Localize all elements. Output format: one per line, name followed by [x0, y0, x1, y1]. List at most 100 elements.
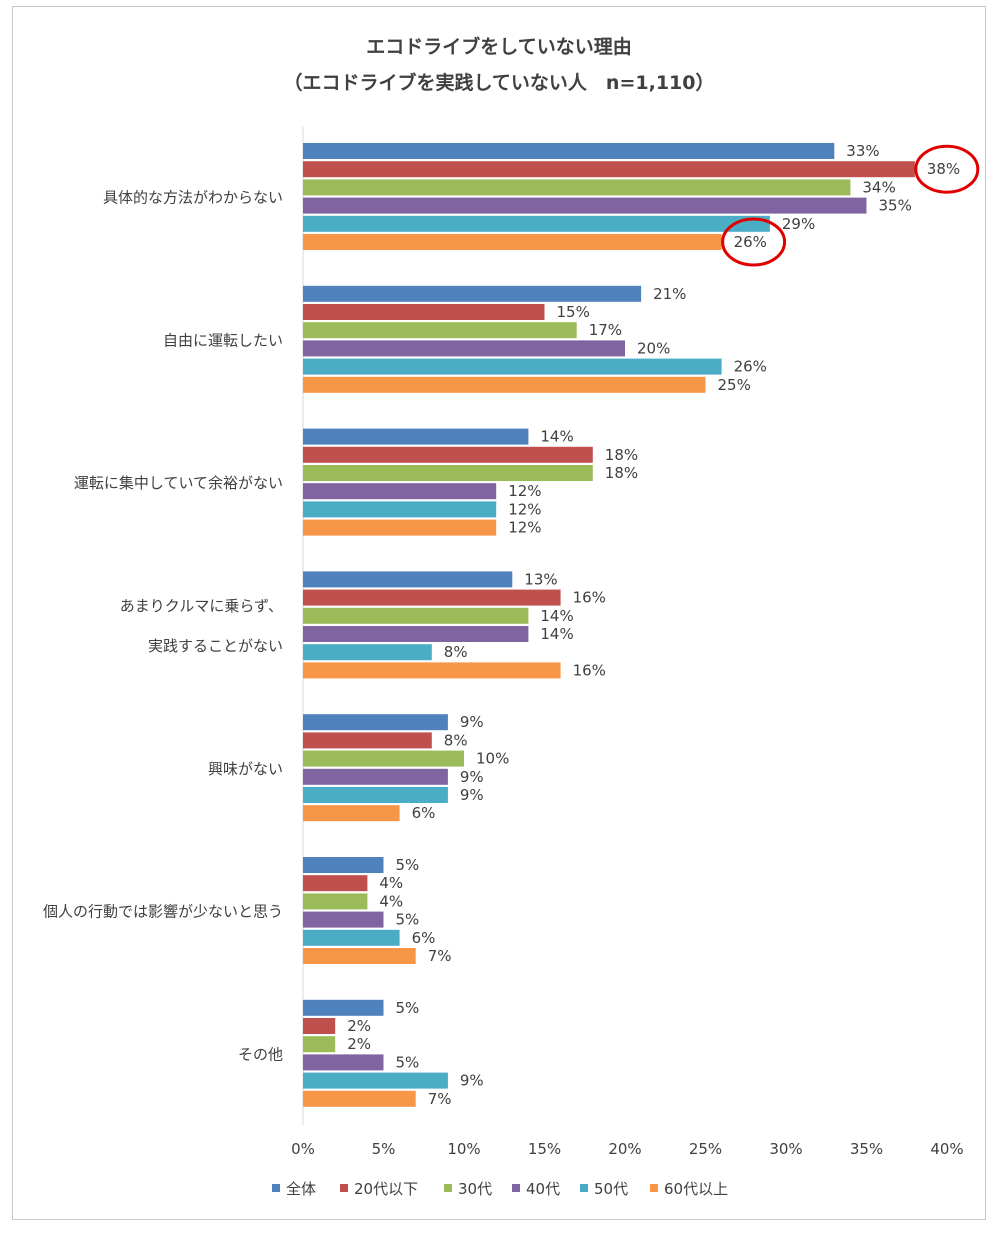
bar: [303, 322, 577, 339]
bar: [303, 304, 545, 320]
category-label: 実践することがない: [148, 637, 283, 655]
bar: [303, 714, 448, 731]
x-tick-label: 5%: [372, 1140, 396, 1158]
bar: [303, 1036, 336, 1053]
highlight-circle: [914, 144, 980, 194]
legend-swatch: [340, 1184, 348, 1192]
data-label: 10%: [476, 750, 509, 768]
bar: [303, 376, 706, 393]
bar: [303, 805, 400, 822]
data-label: 9%: [460, 786, 484, 804]
bar: [303, 215, 770, 232]
category-label: 具体的な方法がわからない: [103, 189, 283, 207]
data-label: 12%: [508, 482, 541, 500]
data-label: 4%: [379, 892, 403, 910]
legend-swatch: [650, 1184, 658, 1192]
legend-swatch: [272, 1184, 280, 1192]
data-label: 21%: [653, 285, 686, 303]
x-tick-label: 35%: [850, 1140, 883, 1158]
data-label: 16%: [573, 661, 606, 679]
bar: [303, 929, 400, 946]
bar: [303, 750, 464, 767]
data-label: 20%: [637, 339, 670, 357]
data-label: 34%: [862, 178, 895, 196]
bar: [303, 161, 915, 178]
bar: [303, 340, 625, 357]
bar: [303, 626, 529, 642]
x-tick-label: 0%: [291, 1140, 315, 1158]
data-label: 35%: [879, 197, 912, 215]
legend-swatch: [580, 1184, 588, 1192]
category-label: 興味がない: [208, 760, 283, 778]
chart-subtitle: （エコドライブを実践していない人 n=1,110）: [283, 72, 715, 94]
bar: [303, 1090, 416, 1107]
bar: [303, 1054, 384, 1071]
bar: [303, 768, 448, 785]
bar: [303, 501, 497, 518]
bar: [303, 662, 561, 679]
bar: [303, 911, 384, 928]
legend-label: 20代以下: [354, 1180, 418, 1198]
data-label: 38%: [927, 160, 960, 178]
x-tick-label: 10%: [447, 1140, 480, 1158]
bar: [303, 589, 561, 606]
data-label: 14%: [540, 428, 573, 446]
data-label: 2%: [347, 1035, 371, 1053]
data-label: 26%: [734, 358, 767, 376]
data-label: 15%: [557, 303, 590, 321]
bar: [303, 857, 384, 873]
data-label: 7%: [428, 1090, 452, 1108]
legend-label: 30代: [458, 1180, 492, 1198]
bar: [303, 1072, 448, 1089]
data-label: 9%: [460, 1072, 484, 1090]
bar: [303, 607, 529, 624]
data-label: 17%: [589, 321, 622, 339]
chart-title: エコドライブをしていない理由: [366, 36, 632, 58]
x-tick-label: 30%: [769, 1140, 802, 1158]
legend-swatch: [512, 1184, 520, 1192]
data-label: 9%: [460, 713, 484, 731]
data-label: 4%: [379, 874, 403, 892]
data-label: 18%: [605, 446, 638, 464]
data-label: 16%: [573, 589, 606, 607]
bar: [303, 875, 368, 892]
legend-swatch: [444, 1184, 452, 1192]
bar: [303, 893, 368, 910]
bar: [303, 519, 497, 536]
bar: [303, 179, 851, 196]
data-label: 5%: [396, 999, 420, 1017]
bar: [303, 999, 384, 1016]
data-label: 5%: [396, 856, 420, 874]
data-label: 14%: [540, 625, 573, 643]
x-tick-label: 20%: [608, 1140, 641, 1158]
data-label: 29%: [782, 215, 815, 233]
data-label: 2%: [347, 1017, 371, 1035]
legend-label: 50代: [594, 1180, 628, 1198]
data-label: 8%: [444, 643, 468, 661]
data-label: 9%: [460, 768, 484, 786]
bar: [303, 234, 722, 250]
bar: [303, 465, 593, 481]
x-tick-label: 25%: [689, 1140, 722, 1158]
legend-label: 40代: [526, 1180, 560, 1198]
data-label: 25%: [718, 376, 751, 394]
data-label: 14%: [540, 607, 573, 625]
bar: [303, 732, 432, 749]
data-label: 26%: [734, 233, 767, 251]
data-label: 33%: [846, 142, 879, 160]
bar: [303, 571, 513, 588]
data-label: 5%: [396, 1053, 420, 1071]
data-label: 8%: [444, 731, 468, 749]
data-label: 6%: [412, 929, 436, 947]
bar: [303, 358, 722, 375]
x-tick-label: 15%: [528, 1140, 561, 1158]
bar: [303, 644, 432, 661]
data-label: 6%: [412, 804, 436, 822]
bar: [303, 285, 642, 302]
category-label: あまりクルマに乗らず、: [120, 597, 283, 615]
x-tick-label: 40%: [930, 1140, 963, 1158]
category-label: 個人の行動では影響が少ないと思う: [43, 903, 283, 921]
data-label: 7%: [428, 947, 452, 965]
bar: [303, 446, 593, 463]
